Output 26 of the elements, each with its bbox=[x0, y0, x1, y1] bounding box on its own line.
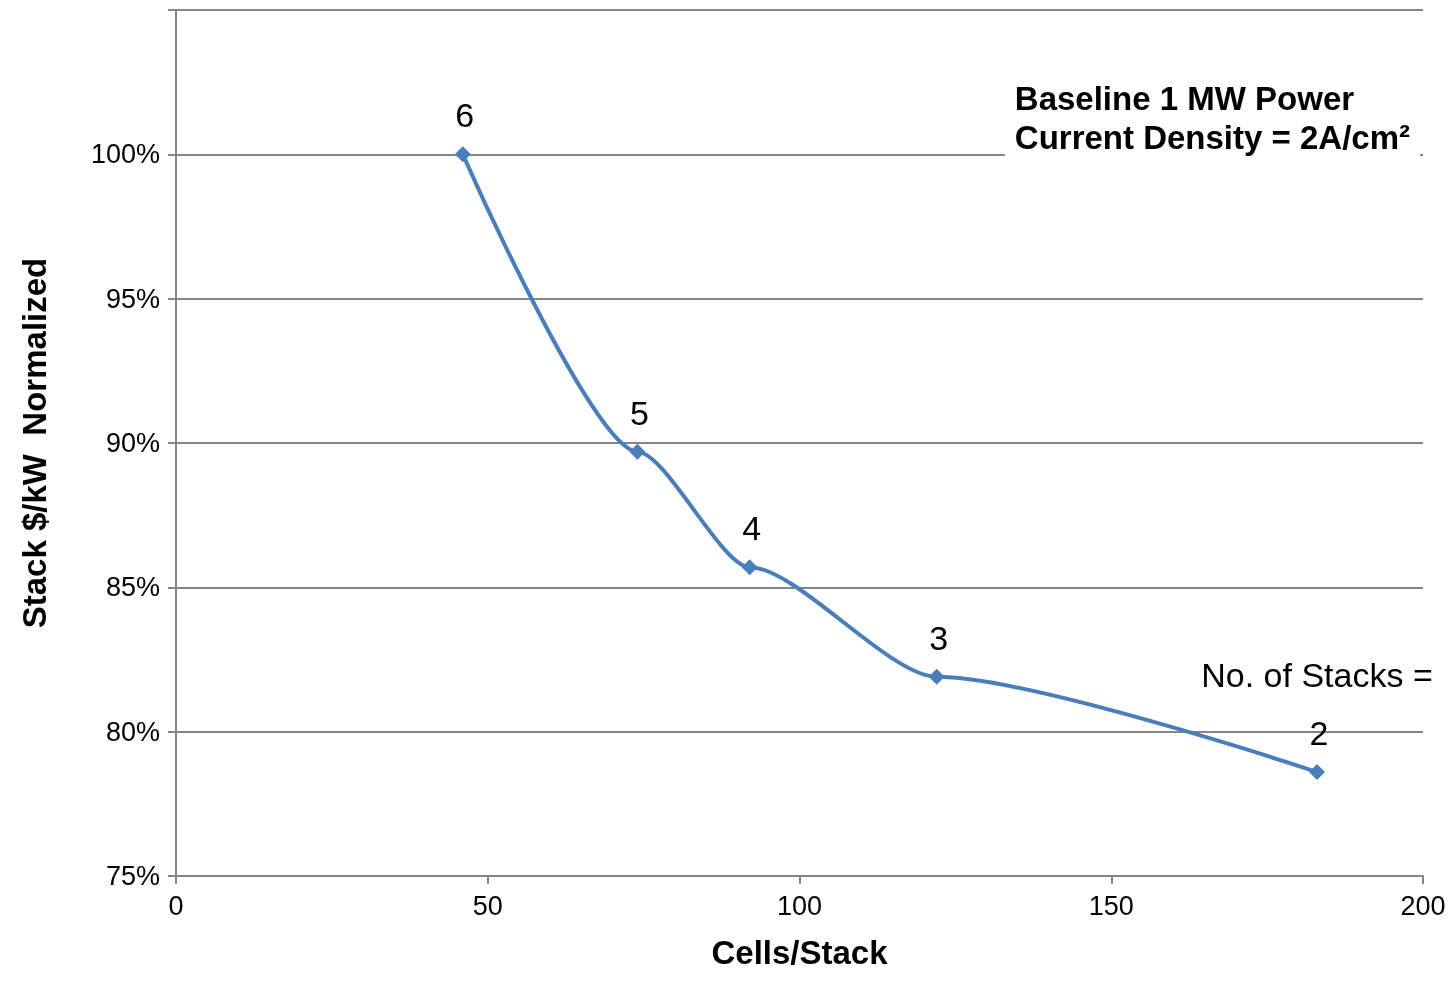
x-axis-title: Cells/Stack bbox=[711, 934, 889, 971]
point bbox=[1309, 764, 1326, 781]
annotation: 6 bbox=[455, 96, 475, 135]
annotation: 5 bbox=[629, 393, 649, 432]
point bbox=[741, 559, 758, 576]
point bbox=[629, 443, 646, 460]
text: Current Density = 2A/cm² bbox=[1014, 119, 1411, 156]
annotation: No. of Stacks = bbox=[1201, 656, 1433, 695]
x-tick-label: 100 bbox=[776, 890, 823, 921]
annotation: 3 bbox=[929, 618, 949, 657]
point bbox=[454, 146, 471, 163]
y-tick-label: 100% bbox=[90, 139, 160, 170]
x-tick-label: 50 bbox=[472, 890, 503, 921]
y-tick-label: 95% bbox=[105, 283, 160, 314]
x-tick-label: 0 bbox=[168, 890, 184, 921]
point bbox=[928, 668, 945, 685]
annotation: 4 bbox=[742, 509, 762, 548]
y-tick-label: 80% bbox=[105, 716, 160, 747]
annotation: 2 bbox=[1309, 714, 1329, 753]
x-tick-label: 200 bbox=[1400, 890, 1446, 921]
text: Baseline 1 MW Power bbox=[1014, 80, 1355, 117]
y-tick-label: 85% bbox=[105, 572, 160, 603]
y-tick-label: 90% bbox=[105, 428, 160, 458]
y-axis-title: Stack $/kW Normalized bbox=[16, 257, 53, 629]
x-tick-label: 150 bbox=[1088, 890, 1134, 921]
y-tick-label: 75% bbox=[105, 861, 160, 891]
